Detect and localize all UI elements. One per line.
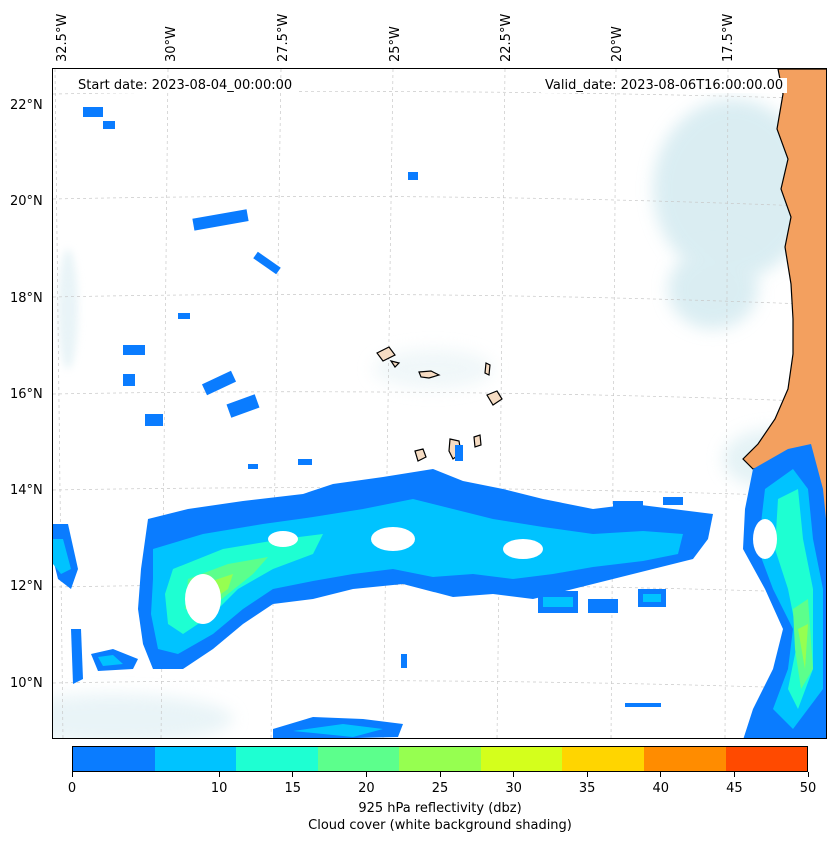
colorbar-tick-label: 20	[358, 781, 375, 796]
rain-cell-small	[401, 654, 407, 668]
rain-cell-small	[178, 313, 190, 319]
colorbar-segment	[480, 747, 563, 771]
valid-date-label: Valid_date: 2023-08-06T16:00:00.00	[541, 78, 788, 93]
start-date-label: Start date: 2023-08-04_00:00:00	[74, 78, 297, 93]
colorbar-tick-label: 45	[726, 781, 743, 796]
colorbar-tick-label: 40	[652, 781, 670, 796]
colorbar-tick-label: 15	[284, 781, 302, 796]
cloud-cover-layer	[53, 99, 823, 738]
colorbar-segment	[643, 747, 726, 771]
lon-label-32-5w: 32.5°W	[55, 13, 70, 62]
rain-cell-small	[248, 464, 258, 469]
rain-cell-small	[408, 172, 418, 180]
colorbar-tick-label: 25	[431, 781, 449, 796]
colorbar-tick	[733, 772, 735, 777]
island-sao-vicente	[389, 360, 401, 368]
colorbar-tick-label: 10	[210, 781, 228, 796]
rain-cell-small	[145, 414, 163, 426]
map-canvas	[53, 69, 826, 738]
colorbar-tick	[292, 772, 294, 777]
colorbar-segment	[317, 747, 400, 771]
rain-cell-southwest	[71, 629, 83, 684]
lon-label-17-5w: 17.5°W	[721, 13, 736, 62]
lat-label-10n: 10°N	[10, 676, 43, 691]
colorbar-tick-label: 50	[799, 781, 817, 796]
island-santo-antao	[376, 346, 396, 362]
rain-cell-small	[123, 374, 135, 386]
colorbar-tick	[586, 772, 588, 777]
rain-cell-small	[613, 501, 643, 519]
rain-cell-small	[226, 394, 260, 418]
rain-hole	[185, 574, 221, 624]
rain-cell-east-25-30	[798, 624, 808, 669]
rain-cell-small	[455, 445, 463, 461]
colorbar-sublabel: Cloud cover (white background shading)	[308, 818, 572, 833]
colorbar-segment	[562, 747, 644, 771]
colorbar-tick	[218, 772, 220, 777]
rain-hole	[268, 531, 298, 547]
cloud-shading	[668, 249, 758, 329]
rain-cell-southwest	[53, 539, 71, 574]
rain-cell-small	[123, 345, 145, 355]
colorbar-tick	[71, 772, 73, 777]
lon-label-27-5w: 27.5°W	[276, 13, 291, 62]
rain-cell-small	[253, 251, 281, 275]
rain-cell-small	[103, 121, 115, 129]
lat-label-20n: 20°N	[10, 194, 43, 209]
lat-label-16n: 16°N	[10, 387, 43, 402]
cloud-shading	[58, 249, 78, 369]
rain-hole	[371, 527, 415, 551]
reflectivity-layer	[53, 107, 826, 738]
lon-label-20w: 20°W	[610, 26, 625, 62]
colorbar-segment	[73, 747, 155, 771]
lon-label-22-5w: 22.5°W	[499, 13, 514, 62]
lat-label-18n: 18°N	[10, 291, 43, 306]
colorbar-tick	[807, 772, 809, 777]
island-maio	[473, 434, 482, 448]
colorbar-tick-label: 30	[505, 781, 522, 796]
cloud-shading	[53, 694, 233, 738]
island-fogo	[414, 448, 427, 462]
colorbar-label: 925 hPa reflectivity (dbz)	[358, 801, 522, 816]
lon-label-25w: 25°W	[388, 26, 403, 62]
rain-cell-small	[83, 107, 103, 117]
rain-hole	[753, 519, 777, 559]
rain-cell-small	[192, 209, 249, 231]
colorbar-tick-label: 0	[67, 781, 77, 796]
lon-label-30w: 30°W	[164, 26, 179, 62]
colorbar-tick	[439, 772, 441, 777]
island-boa-vista	[486, 390, 503, 406]
colorbar-tick	[513, 772, 515, 777]
lat-label-14n: 14°N	[10, 483, 43, 498]
colorbar-tick	[660, 772, 662, 777]
map-panel	[52, 68, 827, 739]
rain-cell-small	[201, 370, 237, 396]
cloud-shading	[653, 99, 813, 279]
cloud-shading	[373, 349, 493, 389]
rain-cell-small	[543, 597, 573, 607]
colorbar-segment	[725, 747, 808, 771]
rain-cell-small	[588, 599, 618, 613]
lat-label-12n: 12°N	[10, 579, 43, 594]
rain-cell-small	[625, 703, 661, 707]
island-sal	[484, 362, 491, 376]
rain-hole	[503, 539, 543, 559]
colorbar-segment	[154, 747, 237, 771]
colorbar-tick-label: 35	[578, 781, 596, 796]
rain-cell-small	[643, 594, 661, 602]
colorbar	[72, 746, 808, 772]
colorbar-tick	[365, 772, 367, 777]
rain-cell-small	[298, 459, 312, 465]
lat-label-22n: 22°N	[10, 98, 43, 113]
colorbar-segment	[236, 747, 318, 771]
rain-cell-south	[293, 724, 383, 737]
rain-cell-small	[663, 497, 683, 505]
colorbar-segment	[399, 747, 481, 771]
rain-cell-southwest	[98, 655, 123, 666]
island-sao-nicolau	[418, 370, 441, 379]
